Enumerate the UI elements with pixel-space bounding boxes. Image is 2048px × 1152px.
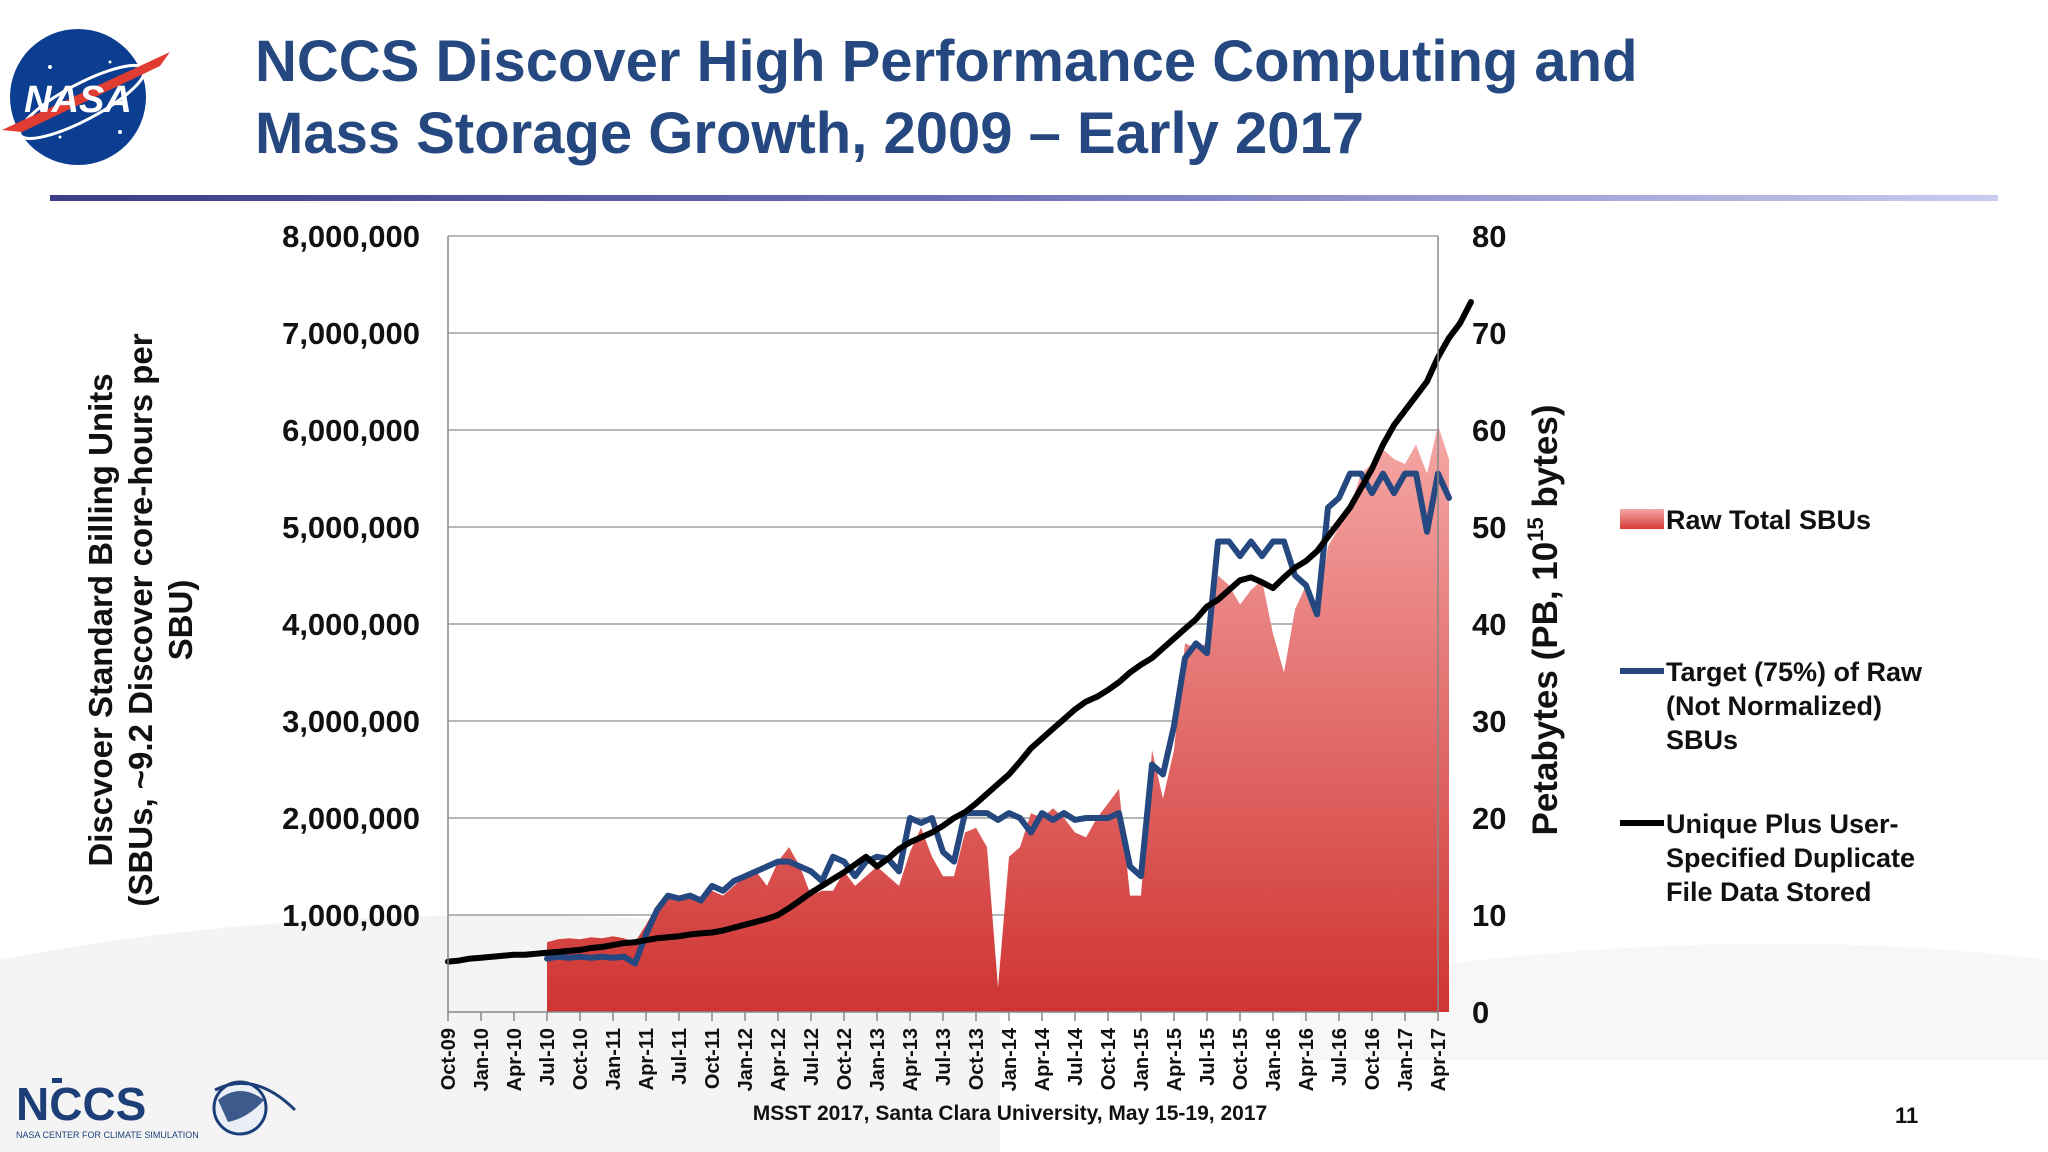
y-axis-right-title: Petabytes (PB, 1015 bytes)	[1523, 404, 1565, 835]
x-tick-label: Jul-10	[537, 1028, 559, 1086]
x-tick-label: Jan-13	[867, 1028, 889, 1091]
nccs-logo: NCCS NASA CENTER FOR CLIMATE SIMULATION	[16, 1078, 297, 1140]
y-right-tick-label: 60	[1472, 413, 1506, 448]
nasa-logo: NASA	[2, 29, 170, 165]
x-tick-label: Oct-15	[1230, 1028, 1252, 1090]
x-tick-label: Jul-16	[1329, 1028, 1351, 1086]
y-axis-right-title-exponent: 15	[1523, 517, 1548, 541]
y-left-tick-label: 5,000,000	[282, 510, 420, 545]
x-tick-label: Oct-09	[438, 1028, 460, 1090]
x-tick-label: Apr-13	[900, 1028, 922, 1091]
y-left-tick-label: 1,000,000	[282, 898, 420, 933]
chart-axes	[447, 236, 1439, 1021]
page-number: 11	[1895, 1103, 1919, 1128]
y-left-tick-label: 3,000,000	[282, 704, 420, 739]
y-left-tick-label: 8,000,000	[282, 219, 420, 254]
x-tick-label: Apr-10	[504, 1028, 526, 1091]
y-right-tick-label: 50	[1472, 510, 1506, 545]
y-axis-left-title-line-1: Discvoer Standard Billing Units	[82, 373, 119, 866]
chart-tick-labels: 1,000,000 2,000,000 3,000,000 4,000,000 5,00…	[282, 219, 1506, 1091]
x-tick-label: Jan-16	[1263, 1028, 1285, 1091]
chart-legend: Raw Total SBUs Target (75%) of Raw (Not …	[1620, 505, 1923, 907]
x-tick-label: Apr-15	[1164, 1028, 1186, 1091]
nasa-logo-swoosh	[2, 52, 170, 132]
legend-label-target-line-1: Target (75%) of Raw	[1666, 657, 1923, 687]
x-tick-label: Apr-14	[1032, 1027, 1054, 1091]
legend-label-raw-total-sbus: Raw Total SBUs	[1666, 505, 1871, 535]
raw-total-sbus-area	[547, 425, 1449, 1013]
legend-label-target-line-3: SBUs	[1666, 725, 1738, 755]
legend-label-unique-line-3: File Data Stored	[1666, 877, 1872, 907]
legend-label-unique-line-1: Unique Plus User-	[1666, 809, 1899, 839]
x-tick-label: Apr-11	[636, 1028, 658, 1090]
y-right-tick-label: 30	[1472, 704, 1506, 739]
y-right-tick-label: 40	[1472, 607, 1506, 642]
slide-title-line-1: NCCS Discover High Performance Computing…	[255, 29, 1638, 94]
slide-title-line-2: Mass Storage Growth, 2009 – Early 2017	[255, 101, 1364, 166]
x-tick-label: Jan-10	[471, 1028, 493, 1091]
y-left-tick-label: 7,000,000	[282, 316, 420, 351]
slide-footer: MSST 2017, Santa Clara University, May 1…	[752, 1102, 1268, 1125]
x-tick-label: Oct-10	[570, 1028, 592, 1090]
x-tick-label: Jul-11	[669, 1028, 691, 1085]
y-axis-right-title-tail: bytes)	[1526, 404, 1565, 517]
chart-series-lines	[445, 299, 1474, 967]
x-tick-label: Apr-16	[1296, 1028, 1318, 1091]
x-tick-label: Apr-12	[768, 1028, 790, 1091]
legend-swatch-raw-total-sbus	[1620, 509, 1664, 529]
legend-label-unique-line-2: Specified Duplicate	[1666, 843, 1915, 873]
y-right-tick-label: 80	[1472, 219, 1506, 254]
x-tick-label: Oct-16	[1362, 1028, 1384, 1090]
y-axis-left-title-line-3: SBU)	[162, 580, 199, 661]
x-tick-label: Jul-14	[1065, 1027, 1087, 1086]
slide-title: NCCS Discover High Performance Computing…	[255, 26, 1995, 170]
y-left-tick-label: 6,000,000	[282, 413, 420, 448]
x-tick-label: Jan-11	[603, 1028, 625, 1090]
y-left-tick-label: 2,000,000	[282, 801, 420, 836]
y-left-tick-label: 4,000,000	[282, 607, 420, 642]
x-tick-label: Jan-14	[999, 1027, 1021, 1091]
x-tick-label: Oct-14	[1098, 1027, 1120, 1090]
target-75pct-sbus-line	[544, 470, 1452, 967]
x-tick-label: Jan-12	[735, 1028, 757, 1091]
unique-plus-duplicate-data-line	[445, 299, 1474, 965]
y-right-tick-label: 70	[1472, 316, 1506, 351]
x-tick-label: Oct-11	[702, 1028, 724, 1089]
y-right-tick-label: 20	[1472, 801, 1506, 836]
x-tick-label: Oct-13	[966, 1028, 988, 1090]
legend-label-target-line-2: (Not Normalized)	[1666, 691, 1882, 721]
nccs-logo-caption: NASA CENTER FOR CLIMATE SIMULATION	[16, 1130, 199, 1140]
x-tick-label: Oct-12	[834, 1028, 856, 1090]
nasa-logo-text: NASA	[24, 79, 132, 121]
title-divider	[50, 195, 1998, 201]
y-axis-left-title-line-2: (SBUs, ~9.2 Discover core-hours per	[122, 333, 159, 906]
x-tick-label: Jan-15	[1131, 1028, 1153, 1091]
y-axis-right-title-base: Petabytes (PB, 10	[1526, 542, 1565, 836]
raw-total-sbus-area-layer	[547, 425, 1449, 1013]
nccs-logo-text: NCCS	[16, 1078, 146, 1130]
y-right-tick-label: 0	[1472, 995, 1489, 1030]
x-tick-label: Apr-17	[1428, 1028, 1450, 1091]
x-tick-label: Jul-12	[801, 1028, 823, 1086]
x-tick-label: Jan-17	[1395, 1028, 1417, 1091]
x-tick-label: Jul-13	[933, 1028, 955, 1086]
y-right-tick-label: 10	[1472, 898, 1506, 933]
x-tick-label: Jul-15	[1197, 1028, 1219, 1086]
